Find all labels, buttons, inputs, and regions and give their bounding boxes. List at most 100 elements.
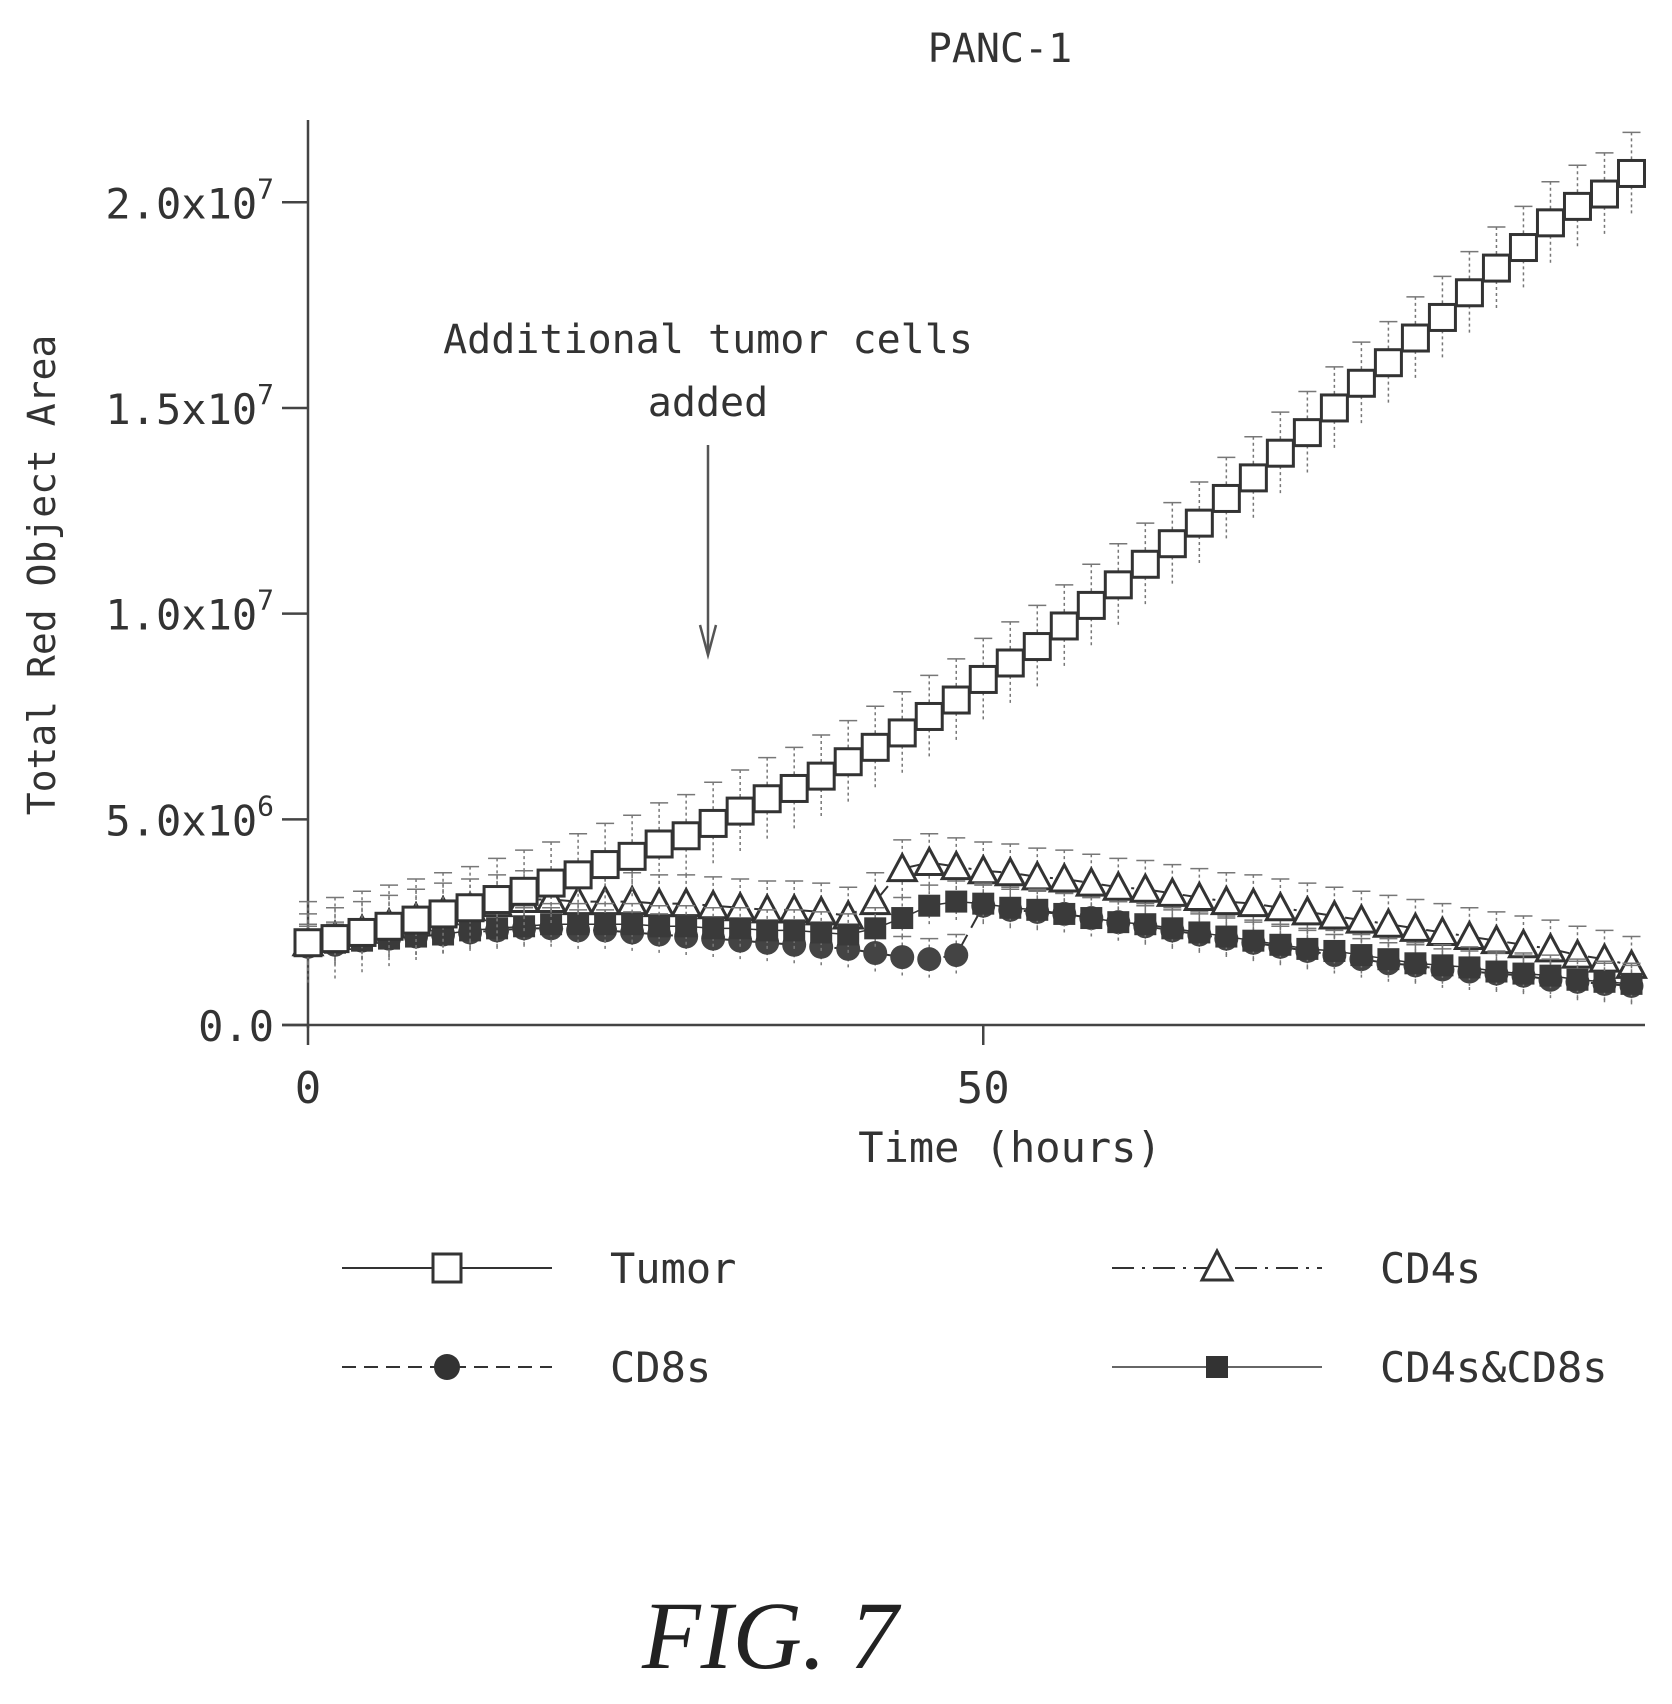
- data-point: [995, 648, 1025, 678]
- data-point: [1371, 907, 1405, 938]
- data-point: [966, 853, 1000, 885]
- data-point: [1296, 937, 1319, 960]
- data-point: [617, 841, 647, 871]
- data-point: [837, 923, 860, 946]
- data-point: [783, 919, 806, 942]
- data-point: [1377, 948, 1400, 971]
- axes: [282, 120, 1645, 1028]
- data-point: [887, 718, 917, 748]
- annotation-line-1: Additional tumor cells: [443, 317, 973, 363]
- data-point: [1134, 913, 1157, 936]
- legend-cd4s-cd8s-label: CD4s&CD8s: [1380, 1343, 1608, 1392]
- data-point: [941, 685, 971, 715]
- data-point: [885, 851, 919, 883]
- data-point: [1508, 233, 1538, 263]
- data-point: [1427, 302, 1457, 332]
- chart-title: PANC-1: [928, 26, 1073, 72]
- data-point: [1452, 919, 1486, 951]
- data-point: [1053, 902, 1076, 925]
- legend-cd4s-label: CD4s: [1380, 1244, 1481, 1293]
- data-point: [671, 821, 701, 851]
- x-ticks: 0 50: [295, 1025, 1010, 1114]
- data-point: [1022, 632, 1052, 662]
- data-point: [293, 928, 323, 958]
- data-point: [1236, 886, 1270, 918]
- data-point: [459, 919, 482, 942]
- data-point: [1101, 870, 1135, 901]
- legend-cd4s-cd8s-marker: [1206, 1356, 1228, 1378]
- legend-cd8s-label: CD8s: [610, 1343, 711, 1392]
- data-point: [752, 784, 782, 814]
- data-point: [860, 732, 890, 762]
- data-point: [833, 747, 863, 777]
- data-point: [1616, 158, 1646, 188]
- data-point: [1589, 179, 1619, 209]
- data-point: [1535, 208, 1565, 238]
- data-point: [644, 829, 674, 859]
- data-point: [1346, 368, 1376, 398]
- series-line: [307, 172, 1633, 944]
- data-point: [912, 845, 946, 877]
- data-point: [863, 941, 888, 966]
- data-point: [1155, 876, 1189, 907]
- data-point: [1323, 939, 1346, 962]
- data-point: [864, 917, 887, 940]
- data-point: [1373, 348, 1403, 378]
- data-point: [1215, 925, 1238, 948]
- legend-item-tumor: Tumor: [342, 1244, 736, 1293]
- data-point: [1265, 438, 1295, 468]
- data-point: [1184, 508, 1214, 538]
- x-tick-label-1: 50: [957, 1063, 1010, 1114]
- data-point: [1026, 898, 1049, 921]
- data-point: [1188, 921, 1211, 944]
- data-point: [540, 913, 563, 936]
- data-point: [993, 855, 1027, 887]
- data-point: [482, 885, 512, 915]
- x-tick-label-0: 0: [295, 1063, 322, 1114]
- data-point: [698, 808, 728, 838]
- data-point: [1566, 968, 1589, 991]
- legend-tumor-label: Tumor: [610, 1244, 736, 1293]
- data-point: [729, 917, 752, 940]
- legend-cd4s-marker: [1199, 1247, 1235, 1282]
- data-point: [999, 896, 1022, 919]
- data-point: [1263, 890, 1297, 922]
- data-point: [1103, 570, 1133, 600]
- legend-cd8s-marker: [434, 1354, 460, 1380]
- series-tumor: [293, 131, 1646, 984]
- data-point: [918, 894, 941, 917]
- data-point: [779, 773, 809, 803]
- data-point: [1080, 907, 1103, 930]
- data-point: [939, 849, 973, 881]
- data-point: [563, 860, 593, 890]
- data-point: [1404, 952, 1427, 975]
- data-point: [455, 893, 485, 923]
- data-point: [1317, 898, 1351, 930]
- data-point: [914, 701, 944, 731]
- data-point: [756, 919, 779, 942]
- data-point: [1269, 933, 1292, 956]
- data-point: [1211, 483, 1241, 513]
- data-point: [890, 945, 915, 970]
- data-point: [1047, 861, 1081, 893]
- data-point: [702, 917, 725, 940]
- data-point: [401, 905, 431, 935]
- data-point: [1512, 962, 1535, 985]
- data-point: [891, 907, 914, 930]
- data-point: [675, 915, 698, 938]
- plot-area: [291, 131, 1649, 1007]
- legend-item-cd4s: CD4s: [1112, 1244, 1481, 1293]
- data-point: [567, 913, 590, 936]
- data-point: [1485, 960, 1508, 983]
- legend: Tumor CD4s CD8s CD4s&CD8s: [342, 1244, 1608, 1392]
- data-point: [972, 892, 995, 915]
- data-point: [594, 913, 617, 936]
- data-point: [1562, 191, 1592, 221]
- data-point: [1319, 393, 1349, 423]
- data-point: [1620, 972, 1643, 995]
- y-tick-label-3: 1.5x107: [105, 378, 274, 434]
- data-point: [1157, 529, 1187, 559]
- data-point: [621, 913, 644, 936]
- data-point: [513, 915, 536, 938]
- data-point: [810, 921, 833, 944]
